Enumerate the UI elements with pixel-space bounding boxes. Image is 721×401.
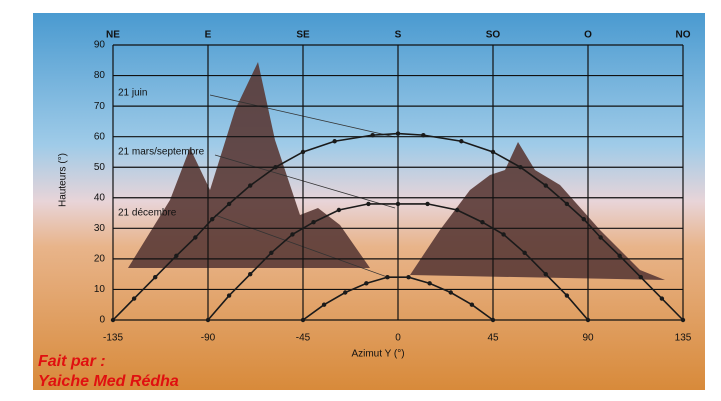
data-point: [518, 165, 523, 170]
data-point: [406, 275, 411, 280]
top-tick-label: NE: [106, 30, 120, 41]
series-label: 21 mars/septembre: [118, 147, 205, 158]
data-point: [193, 235, 198, 240]
x-tick-label: -135: [103, 333, 123, 344]
data-point: [174, 253, 179, 259]
data-point: [395, 131, 401, 136]
series-label: 21 juin: [118, 88, 147, 99]
data-point: [248, 183, 253, 188]
data-point: [543, 271, 548, 277]
data-point: [332, 139, 337, 144]
data-point: [543, 183, 548, 188]
data-point: [469, 302, 475, 307]
data-point: [448, 290, 453, 295]
x-tick-label: -45: [296, 333, 311, 344]
data-point: [581, 216, 586, 222]
data-point: [110, 317, 116, 323]
data-point: [226, 293, 232, 298]
series-line: [302, 276, 494, 321]
x-axis-label: Azimut Y (°): [351, 349, 404, 360]
data-point: [490, 149, 496, 155]
data-point: [205, 317, 211, 323]
y-axis-label: Hauteurs (°): [58, 153, 69, 207]
top-tick-label: NO: [676, 30, 691, 41]
data-point: [459, 139, 464, 144]
x-tick-label: 135: [675, 333, 692, 344]
series-label: 21 décembre: [118, 208, 177, 219]
data-point: [490, 317, 496, 323]
x-tick-label: 90: [582, 333, 594, 344]
data-point: [522, 250, 527, 255]
data-point: [421, 132, 426, 138]
background: [33, 13, 705, 390]
data-point: [343, 290, 348, 295]
data-point: [290, 232, 295, 237]
data-point: [210, 216, 215, 222]
y-tick-label: 80: [94, 70, 106, 81]
data-point: [153, 275, 158, 280]
leader-line: [214, 154, 396, 209]
data-point: [311, 220, 316, 225]
x-tick-label: 45: [487, 333, 499, 344]
y-tick-label: 30: [94, 223, 106, 234]
data-point: [131, 296, 137, 301]
data-point: [564, 293, 570, 298]
data-point: [300, 317, 306, 323]
data-point: [680, 317, 686, 323]
y-tick-label: 0: [99, 315, 105, 326]
data-point: [370, 132, 375, 138]
data-point: [425, 201, 430, 207]
y-tick-label: 70: [94, 101, 106, 112]
data-point: [226, 201, 232, 207]
data-point: [321, 302, 327, 307]
data-point: [395, 201, 401, 207]
top-tick-label: O: [584, 30, 592, 41]
data-point: [454, 207, 460, 213]
top-tick-label: SO: [486, 30, 501, 41]
data-point: [617, 253, 622, 259]
data-point: [385, 275, 390, 280]
data-point: [427, 281, 432, 286]
data-point: [638, 275, 643, 280]
data-point: [598, 235, 603, 240]
y-tick-label: 90: [94, 40, 106, 51]
data-point: [336, 207, 342, 213]
y-tick-label: 20: [94, 254, 106, 265]
x-tick-label: -90: [201, 333, 216, 344]
data-point: [585, 317, 591, 323]
top-tick-label: E: [205, 30, 212, 41]
top-tick-label: SE: [296, 30, 310, 41]
x-tick-label: 0: [395, 333, 401, 344]
y-tick-label: 10: [94, 284, 106, 295]
y-tick-label: 60: [94, 131, 106, 142]
y-tick-label: 50: [94, 162, 106, 173]
data-point: [501, 232, 506, 237]
data-point: [480, 220, 485, 225]
data-point: [273, 165, 278, 170]
data-point: [248, 271, 253, 277]
data-point: [659, 296, 665, 301]
mountain: [410, 142, 665, 280]
data-point: [366, 201, 371, 207]
data-point: [269, 250, 274, 255]
data-point: [564, 201, 570, 207]
data-point: [300, 149, 306, 155]
top-tick-label: S: [395, 30, 402, 41]
credit: Fait par :: [38, 353, 106, 370]
data-point: [364, 281, 369, 286]
y-tick-label: 40: [94, 192, 106, 203]
credit: Yaiche Med Rédha: [38, 373, 179, 390]
